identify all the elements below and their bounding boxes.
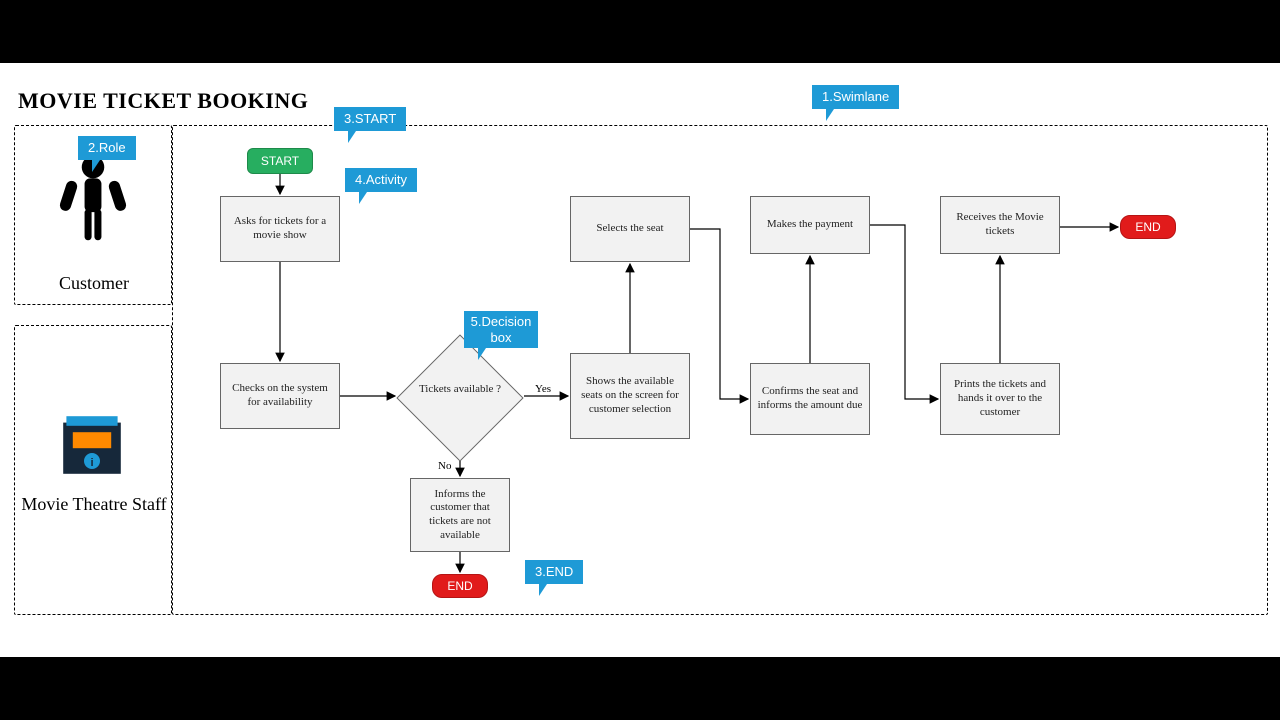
node-receives: Receives the Movie tickets (940, 196, 1060, 254)
callout-decision: 5.Decision box (464, 311, 538, 348)
node-ask: Asks for tickets for a movie show (220, 196, 340, 262)
node-check: Checks on the system for availability (220, 363, 340, 429)
end-node-no: END (432, 574, 488, 598)
svg-text:i: i (90, 457, 93, 469)
page-title: MOVIE TICKET BOOKING (18, 88, 308, 114)
theatre-icon: i (60, 413, 124, 477)
node-confirms: Confirms the seat and informs the amount… (750, 363, 870, 435)
node-inform-no: Informs the customer that tickets are no… (410, 478, 510, 552)
callout-end: 3.END (525, 560, 583, 584)
start-node: START (247, 148, 313, 174)
edge-label-yes: Yes (535, 383, 551, 395)
role-customer-label: Customer (14, 273, 174, 294)
callout-role: 2.Role (78, 136, 136, 160)
node-selects: Selects the seat (570, 196, 690, 262)
role-staff-label: Movie Theatre Staff (14, 493, 174, 516)
edge-label-no: No (438, 460, 451, 472)
callout-start: 3.START (334, 107, 406, 131)
node-prints: Prints the tickets and hands it over to … (940, 363, 1060, 435)
diagram-canvas: MOVIE TICKET BOOKING Customer i Movie Th… (0, 63, 1280, 657)
callout-activity: 4.Activity (345, 168, 417, 192)
node-shows: Shows the available seats on the screen … (570, 353, 690, 439)
callout-swimlane: 1.Swimlane (812, 85, 899, 109)
node-pays: Makes the payment (750, 196, 870, 254)
end-node-final: END (1120, 215, 1176, 239)
